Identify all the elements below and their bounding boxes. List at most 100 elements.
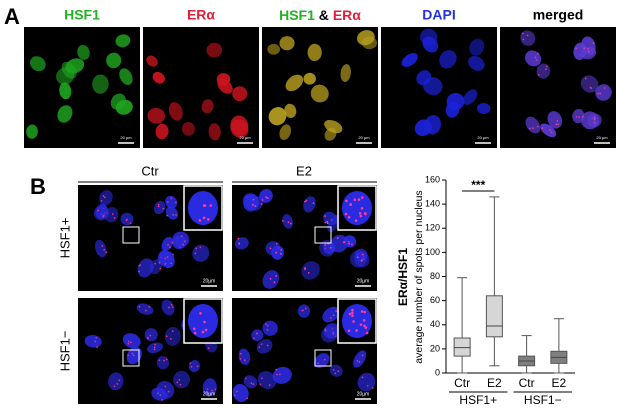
nucleus: [580, 46, 597, 60]
spot: [301, 309, 304, 312]
spot: [147, 337, 149, 340]
inset-spot: [209, 204, 213, 207]
spot: [371, 387, 374, 389]
nucleus: [165, 206, 179, 220]
nucleus: [572, 108, 585, 124]
spot: [326, 222, 329, 225]
y-tick-label: 100: [425, 247, 440, 257]
spot: [165, 358, 168, 361]
nucleus: [463, 89, 478, 105]
nucleus: [93, 205, 109, 221]
scale-bar-label: 20 µm: [477, 135, 489, 140]
spot: [348, 242, 351, 245]
inset-spot: [363, 310, 367, 314]
nucleus: [301, 261, 320, 280]
nucleus: [232, 86, 248, 102]
box-chart: 0 20 40 60 80 100 120 140 160 ERα/HSF1 average num…: [396, 174, 575, 407]
inset-spot: [365, 331, 369, 335]
spot: [129, 341, 132, 344]
x-tick-label: Ctr: [454, 376, 470, 390]
nucleus: [84, 335, 102, 348]
scale-bar-label: 20 µm: [239, 135, 251, 140]
spot: [275, 242, 278, 245]
spot: [164, 262, 167, 265]
group-label: HSF1+: [459, 393, 497, 407]
spot: [118, 379, 121, 382]
nucleus: [151, 387, 168, 401]
spot: [159, 267, 162, 270]
scale-bar-label: 20µm: [203, 278, 216, 284]
nucleus: [115, 34, 131, 48]
y-tick-label: 40: [430, 319, 440, 329]
column-title: HSF1: [64, 7, 100, 23]
inset-spot: [347, 215, 351, 219]
nucleus: [181, 121, 195, 136]
y-tick-label: 160: [425, 174, 440, 184]
spot: [545, 68, 547, 71]
title-part: HSF1: [279, 7, 315, 23]
inset-spot: [353, 198, 357, 202]
spot: [166, 214, 169, 217]
spot: [182, 243, 185, 246]
spot: [361, 354, 364, 357]
spot: [176, 381, 179, 384]
spot: [329, 246, 332, 249]
condition-label: E2: [296, 163, 312, 178]
spot: [332, 332, 335, 335]
nucleus: [525, 50, 542, 67]
spot: [536, 125, 539, 128]
spot: [138, 270, 140, 273]
spot: [174, 201, 177, 204]
spot: [541, 127, 544, 129]
spot: [304, 268, 306, 271]
inset-spot: [351, 311, 354, 315]
spot: [101, 245, 104, 247]
nucleus: [468, 55, 485, 71]
spot: [324, 329, 327, 332]
nucleus: [469, 38, 485, 56]
spot: [550, 131, 553, 134]
box: [453, 337, 471, 357]
spot: [211, 389, 214, 392]
spot: [251, 203, 254, 206]
spot: [153, 348, 156, 351]
roi-box: [122, 226, 140, 244]
inset-spot: [345, 199, 348, 203]
inset-spot: [344, 212, 348, 216]
nucleus: [329, 364, 343, 377]
spot: [170, 262, 173, 265]
spot: [178, 379, 181, 381]
x-tick-label: Ctr: [519, 376, 535, 390]
spot: [584, 77, 587, 80]
spot: [317, 362, 320, 365]
spot: [138, 305, 141, 308]
nucleus: [119, 68, 133, 85]
roi-box: [122, 349, 140, 367]
inset-spot: [351, 314, 354, 318]
inset-spot: [358, 211, 362, 215]
spot: [556, 119, 559, 122]
nucleus: [307, 43, 322, 62]
spot: [164, 257, 167, 260]
nucleus: [29, 56, 46, 72]
inset-spot: [362, 319, 366, 322]
spot: [206, 388, 209, 390]
nucleus: [230, 115, 249, 136]
spot: [170, 303, 173, 306]
nucleus: [56, 67, 75, 85]
spot: [266, 324, 269, 327]
roi-box: [314, 349, 332, 367]
spot: [161, 398, 164, 401]
spot: [326, 220, 329, 223]
condition-label: Ctr: [141, 163, 159, 178]
nucleus: [57, 105, 73, 123]
scale-bar-label: 20µm: [203, 391, 216, 397]
spot: [273, 281, 276, 284]
nucleus: [268, 107, 287, 126]
nucleus: [188, 360, 200, 373]
spot: [289, 222, 292, 225]
y-axis-title: ERα/HSF1: [396, 248, 410, 306]
spot: [330, 316, 332, 319]
spot: [287, 221, 290, 224]
nucleus: [110, 93, 126, 110]
